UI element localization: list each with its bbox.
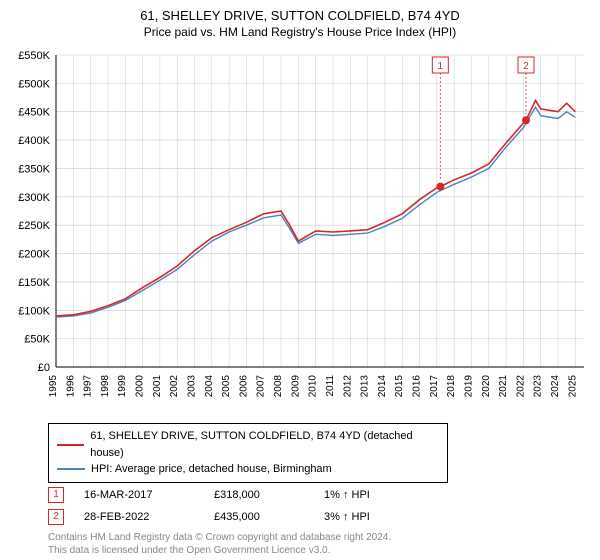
ytick-label: £300K [18,192,50,204]
xtick-label: 2007 [256,375,267,398]
ytick-label: £0 [38,362,50,374]
xtick-label: 2009 [290,375,301,398]
sale-price: £318,000 [214,489,304,501]
sale-delta: 1% ↑ HPI [324,489,370,501]
legend-item-property: 61, SHELLEY DRIVE, SUTTON COLDFIELD, B74… [57,428,439,461]
xtick-label: 2021 [498,375,509,398]
xtick-label: 2002 [169,375,180,398]
xtick-label: 2008 [273,375,284,398]
sales-row: 2 28-FEB-2022 £435,000 3% ↑ HPI [48,509,592,525]
xtick-label: 2015 [394,375,405,398]
xtick-label: 2020 [481,375,492,398]
sale-flag-num: 1 [438,61,444,72]
sale-price: £435,000 [214,511,304,523]
xtick-label: 1995 [48,375,59,398]
xtick-label: 2016 [412,375,423,398]
sale-dot [436,183,444,191]
legend-swatch-hpi [57,468,85,470]
sale-marker: 2 [48,509,64,525]
xtick-label: 1996 [65,375,76,398]
ytick-label: £250K [18,220,50,232]
price-chart: £0 £50K £100K £150K £200K £250K £300K £350K £400… [8,47,592,417]
xtick-label: 2013 [360,375,371,398]
xtick-label: 2019 [463,375,474,398]
xtick-label: 2004 [204,375,215,398]
sale-flag-num: 2 [523,61,529,72]
xtick-label: 2000 [135,375,146,398]
ytick-label: £350K [18,163,50,175]
ytick-label: £150K [18,277,50,289]
xtick-label: 2012 [342,375,353,398]
page-subtitle: Price paid vs. HM Land Registry's House … [8,25,592,39]
ytick-label: £200K [18,249,50,261]
xtick-label: 2010 [308,375,319,398]
xtick-label: 1997 [83,375,94,398]
xtick-label: 2014 [377,375,388,398]
legend-item-hpi: HPI: Average price, detached house, Birm… [57,461,439,478]
xtick-label: 2005 [221,375,232,398]
xtick-label: 2022 [515,375,526,398]
ytick-label: £50K [24,334,50,346]
ytick-label: £400K [18,135,50,147]
ytick-label: £100K [18,305,50,317]
sales-table: 1 16-MAR-2017 £318,000 1% ↑ HPI 2 28-FEB-2022… [48,487,592,525]
xtick-label: 1999 [117,375,128,398]
page-title: 61, SHELLEY DRIVE, SUTTON COLDFIELD, B74… [8,8,592,23]
sale-marker: 1 [48,487,64,503]
xtick-label: 2018 [446,375,457,398]
sale-dot [522,116,530,124]
legend: 61, SHELLEY DRIVE, SUTTON COLDFIELD, B74… [48,423,448,483]
ytick-label: £450K [18,107,50,119]
xtick-label: 2024 [550,375,561,398]
sale-delta: 3% ↑ HPI [324,511,370,523]
ytick-label: £500K [18,78,50,90]
xtick-label: 2006 [238,375,249,398]
sales-row: 1 16-MAR-2017 £318,000 1% ↑ HPI [48,487,592,503]
sale-date: 16-MAR-2017 [84,489,194,501]
legend-swatch-property [57,444,84,446]
xtick-label: 2025 [567,375,578,398]
xtick-label: 2003 [186,375,197,398]
footnote: Contains HM Land Registry data © Crown c… [48,531,592,557]
legend-label-hpi: HPI: Average price, detached house, Birm… [91,461,332,478]
legend-label-property: 61, SHELLEY DRIVE, SUTTON COLDFIELD, B74… [90,428,439,461]
sale-date: 28-FEB-2022 [84,511,194,523]
footnote-line-2: This data is licensed under the Open Gov… [48,544,592,557]
footnote-line-1: Contains HM Land Registry data © Crown c… [48,531,592,544]
xtick-label: 1998 [100,375,111,398]
xtick-label: 2017 [429,375,440,398]
xtick-label: 2023 [533,375,544,398]
ytick-label: £550K [18,50,50,62]
xtick-label: 2011 [325,375,336,397]
xtick-label: 2001 [152,375,163,398]
